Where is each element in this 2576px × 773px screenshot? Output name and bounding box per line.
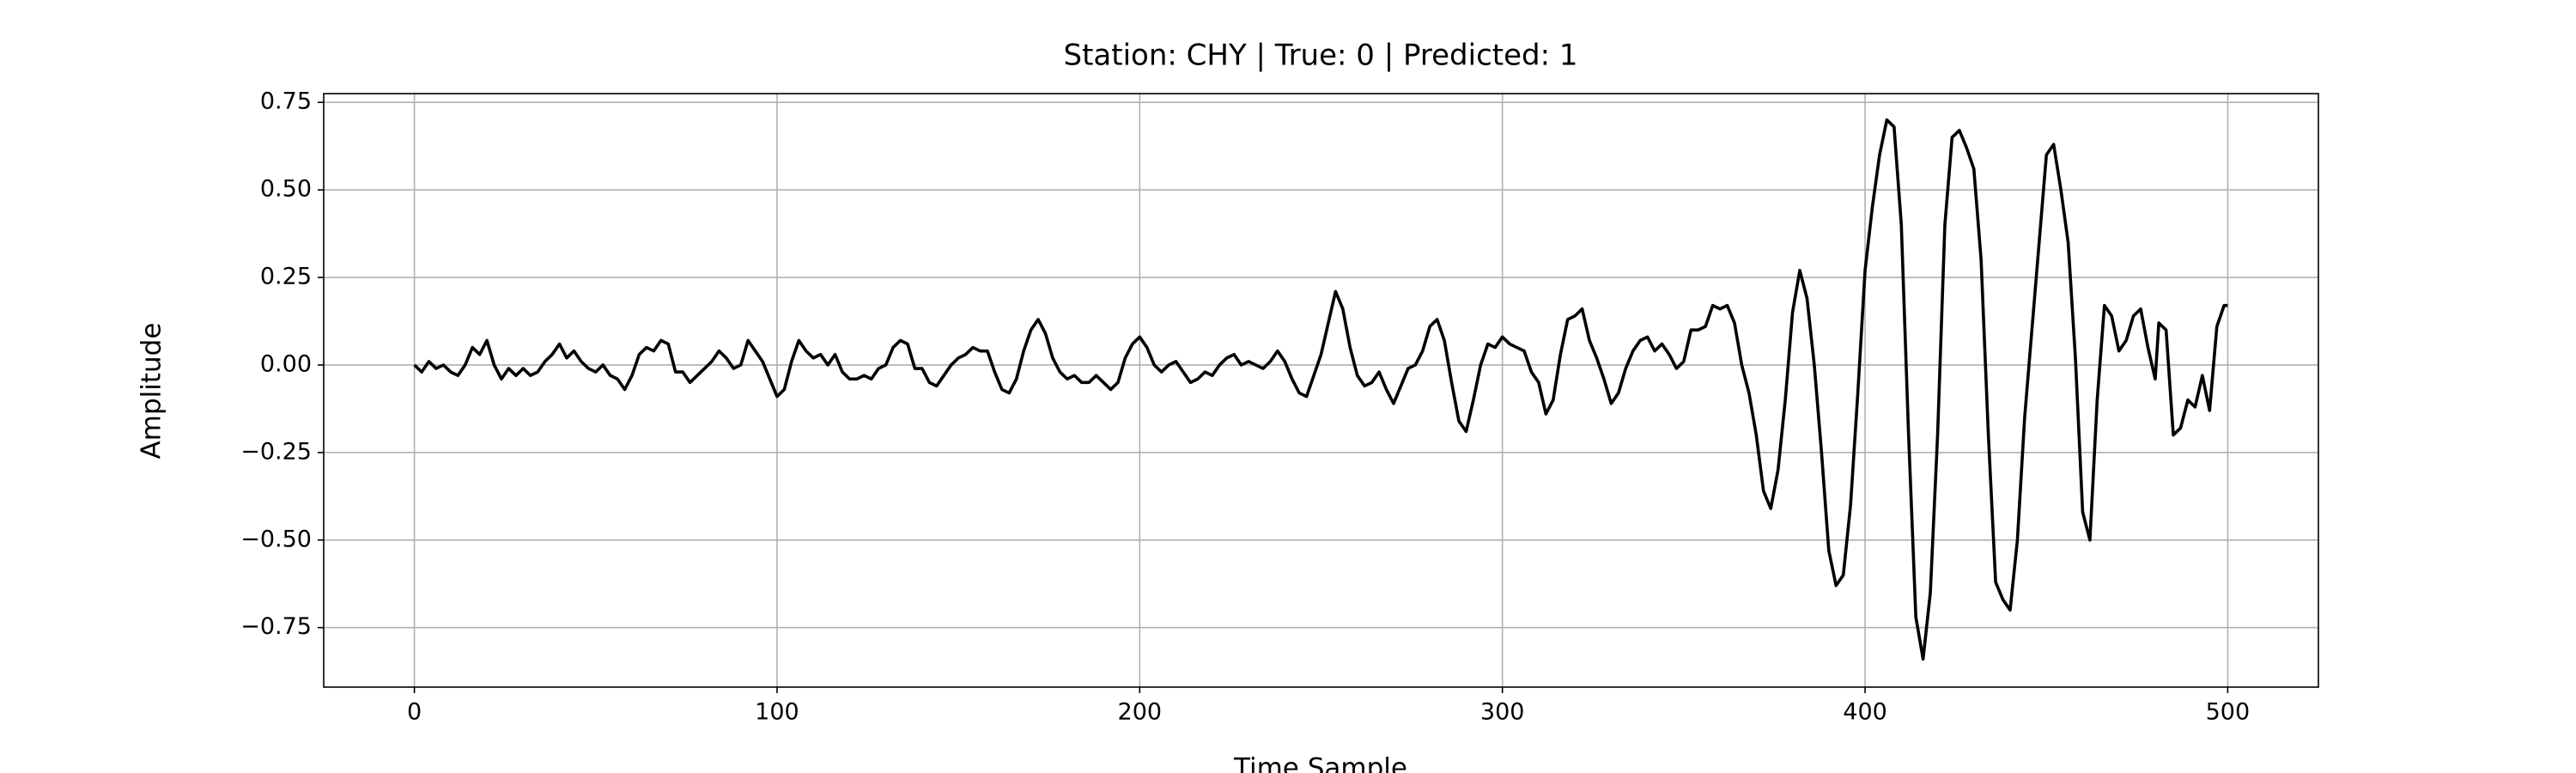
y-tick-label: 0.75 [260, 88, 312, 115]
x-tick-label: 500 [2206, 699, 2251, 726]
y-tick-label: 0.00 [260, 350, 312, 377]
y-tick-label: 0.25 [260, 264, 312, 290]
x-tick-label: 300 [1480, 699, 1525, 726]
x-tick-label: 200 [1118, 699, 1163, 726]
x-tick-label: 100 [755, 699, 799, 726]
y-axis-label: Amplitude [137, 323, 167, 460]
plot-frame [323, 93, 2319, 688]
chart-title: Station: CHY | True: 0 | Predicted: 1 [1064, 39, 1578, 73]
y-tick-label: −0.50 [240, 526, 312, 552]
y-tick-label: −0.75 [240, 613, 312, 640]
x-axis-label: Time Sample [1233, 753, 1407, 773]
y-tick-label: 0.50 [260, 176, 312, 203]
x-tick-label: 0 [407, 699, 422, 726]
data-line [413, 118, 2228, 661]
x-tick-label: 400 [1843, 699, 1887, 726]
y-tick-label: −0.25 [240, 438, 312, 465]
